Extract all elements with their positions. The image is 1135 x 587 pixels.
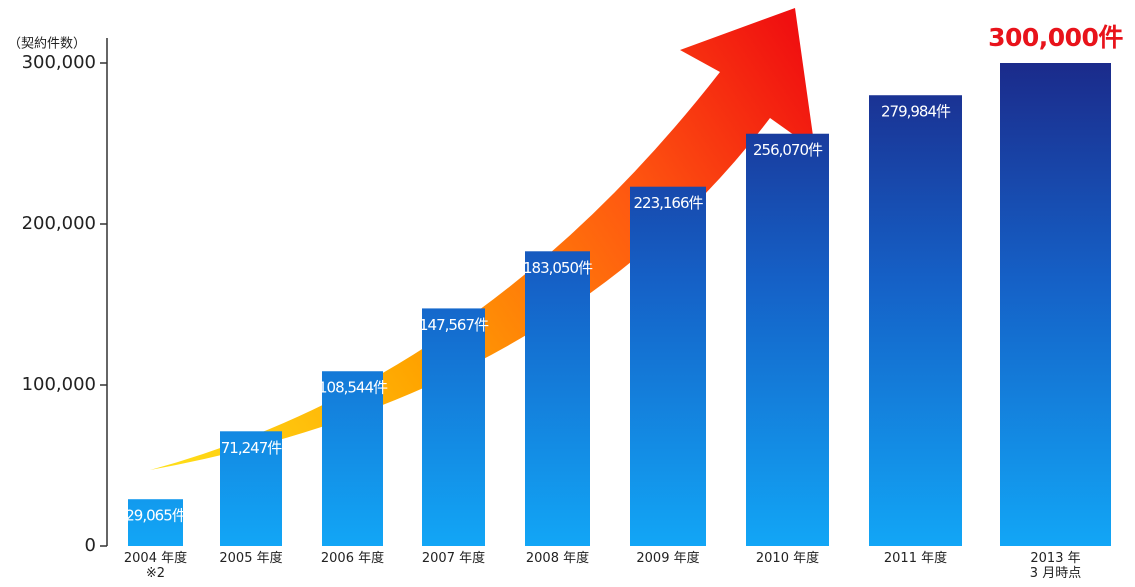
value-label: 29,065件 xyxy=(125,507,186,525)
x-tick-label: 2006 年度 xyxy=(320,551,385,566)
y-tick-label: 300,000 xyxy=(22,52,96,73)
bar xyxy=(322,371,383,546)
x-tick-label: 2008 年度 xyxy=(525,551,590,566)
value-label: 108,544件 xyxy=(318,379,388,397)
growth-arrow xyxy=(150,8,815,470)
value-label: 300,000件 xyxy=(988,23,1123,52)
bar xyxy=(525,251,590,547)
x-tick-label: 2007 年度 xyxy=(421,551,486,566)
y-axis-label: （契約件数） xyxy=(8,37,86,52)
bar xyxy=(128,499,183,546)
bar xyxy=(422,308,485,546)
bar xyxy=(746,133,829,546)
x-tick-label: 2005 年度 xyxy=(219,551,283,566)
value-label: 256,070件 xyxy=(753,141,823,159)
value-label: 223,166件 xyxy=(633,194,703,212)
x-tick-label: 2010 年度 xyxy=(755,551,820,566)
x-tick-label: 2013 年 3 月時点 xyxy=(1029,551,1082,581)
y-tick-label: 0 xyxy=(85,535,96,556)
x-tick-label: 2009 年度 xyxy=(636,551,700,566)
y-tick-label: 200,000 xyxy=(22,213,96,234)
y-tick-label: 100,000 xyxy=(22,374,96,395)
x-tick-label: 2004 年度 ※2 xyxy=(123,551,188,581)
bar xyxy=(869,95,962,546)
value-label: 71,247件 xyxy=(221,439,282,457)
x-tick-label: 2011 年度 xyxy=(883,551,948,566)
value-label: 183,050件 xyxy=(523,259,593,277)
bar xyxy=(220,431,282,546)
bar xyxy=(1000,63,1111,546)
value-label: 147,567件 xyxy=(419,316,489,334)
bar xyxy=(630,186,706,546)
value-label: 279,984件 xyxy=(881,103,951,121)
